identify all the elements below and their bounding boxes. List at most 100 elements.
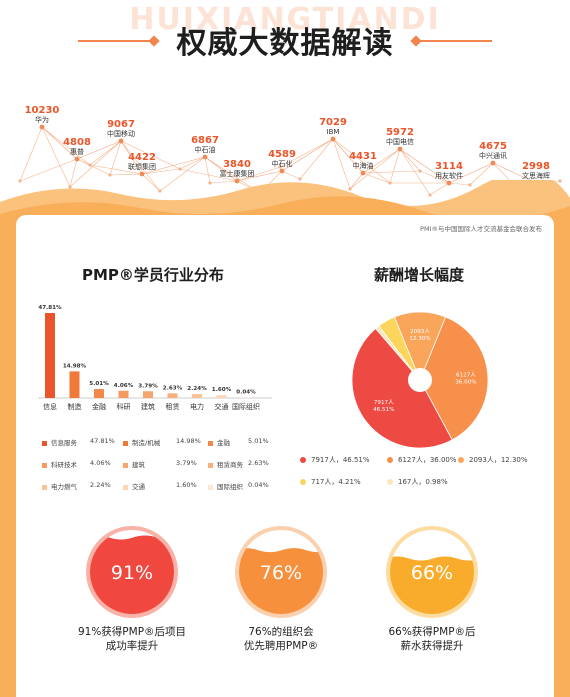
- legend-swatch: [42, 440, 47, 446]
- legend-name: 建筑: [132, 461, 145, 469]
- bar-category-label: 国际组织: [232, 402, 260, 411]
- company-item: 4675 中兴通讯: [479, 141, 507, 161]
- bar-3: [118, 390, 129, 398]
- company-count: 7029: [319, 117, 347, 128]
- bar-1: [69, 371, 80, 398]
- pie-slice-1: [419, 316, 489, 441]
- legend-pct: 3.79%: [176, 459, 197, 467]
- bar-category-label: 金融: [92, 402, 106, 411]
- gauge-value: 66%: [411, 562, 453, 584]
- industry-legend-item: 电力燃气: [42, 481, 77, 491]
- bar-2: [94, 389, 104, 398]
- legend-dot: [458, 457, 464, 463]
- legend-label: 7917人，46.51%: [311, 456, 370, 464]
- company-count: 3840: [223, 159, 251, 170]
- pie-slice-3: [378, 316, 421, 381]
- legend-pct: 14.98%: [176, 437, 201, 445]
- bar-value-label: 47.81%: [38, 305, 62, 311]
- legend-dot: [387, 479, 393, 485]
- company-count: 9067: [107, 119, 135, 130]
- bar-value-label: 1.60%: [212, 387, 232, 393]
- bar-7: [216, 395, 227, 398]
- company-count: 3114: [435, 161, 463, 172]
- company-name: 华为: [34, 116, 49, 124]
- legend-name: 国际组织: [217, 483, 243, 491]
- bar-4: [143, 391, 153, 398]
- legend-name: 金融: [217, 439, 230, 447]
- page-title: 权威大数据解读: [176, 26, 394, 61]
- gauge-fill: [239, 548, 323, 614]
- industry-legend-item: 交通: [123, 481, 145, 491]
- legend-name: 电力燃气: [51, 483, 77, 491]
- legend-name: 交通: [132, 483, 145, 491]
- bar-category-label: 建筑: [141, 402, 155, 411]
- company-count: 2998: [522, 161, 550, 172]
- gauge-caption: 66%获得PMP®后 薪水获得提升: [357, 625, 507, 653]
- industry-chart-title: PMP®学员行业分布: [82, 266, 224, 284]
- company-count: 10230: [24, 105, 60, 116]
- legend-swatch: [123, 440, 128, 446]
- source-note: PMI®与中国国际人才交流基金会联合发布: [420, 225, 542, 233]
- bar-value-label: 0.04%: [236, 389, 256, 395]
- legend-pct: 1.60%: [176, 481, 197, 489]
- company-item: 6867 中石油: [191, 135, 219, 155]
- legend-swatch: [208, 484, 213, 490]
- industry-legend-item: 科研技术: [42, 459, 77, 469]
- pie-inner-count: 6127人: [456, 372, 476, 379]
- pie-inner-count: 2093人: [410, 328, 430, 335]
- legend-dot: [387, 457, 393, 463]
- company-count: 6867: [191, 135, 219, 146]
- pie-inner-pct: 12.30%: [409, 336, 430, 342]
- gauge-caption-line1: 66%获得PMP®后: [388, 626, 476, 638]
- pie-inner-pct: 36.00%: [455, 380, 476, 386]
- bar-5: [167, 393, 178, 398]
- company-name: 中石化: [271, 160, 293, 168]
- pie-inner-count: 7917人: [374, 399, 394, 406]
- gauge-caption-line2: 薪水获得提升: [400, 640, 464, 652]
- industry-legend-item: 建筑: [123, 459, 145, 469]
- gauge-value: 76%: [260, 562, 302, 584]
- legend-swatch: [123, 462, 128, 468]
- salary-legend-item: 7917人，46.51%: [300, 455, 370, 465]
- company-item: 5972 中国电信: [386, 127, 414, 147]
- company-name: 中兴通讯: [479, 152, 507, 160]
- company-count: 4431: [349, 151, 377, 162]
- legend-name: 租赁商务: [217, 461, 243, 469]
- legend-dot: [300, 479, 306, 485]
- gauge-circle: 76%: [235, 526, 327, 618]
- company-item: 3114 用友软件: [435, 161, 463, 181]
- bar-0: [45, 313, 55, 398]
- company-count: 5972: [386, 127, 414, 138]
- bar-6: [192, 394, 202, 398]
- legend-pct: 0.04%: [248, 481, 269, 489]
- legend-pct: 47.81%: [90, 437, 115, 445]
- bar-category-label: 租赁: [166, 402, 180, 411]
- legend-label: 167人，0.98%: [398, 478, 448, 486]
- title-left-line: [78, 40, 158, 42]
- company-name: 中海油: [352, 162, 374, 170]
- gauge-caption-line1: 76%的组织会: [248, 626, 314, 638]
- industry-legend-item: 信息服务: [42, 437, 77, 447]
- bar-value-label: 2.63%: [163, 385, 183, 391]
- company-network: [18, 124, 562, 197]
- legend-dot: [300, 457, 306, 463]
- legend-pct: 5.01%: [248, 437, 269, 445]
- company-name: 用友软件: [435, 172, 463, 180]
- company-name: 惠普: [70, 148, 84, 156]
- company-item: 10230 华为: [25, 105, 60, 125]
- company-name: 中国电信: [386, 138, 414, 146]
- legend-swatch: [123, 484, 128, 490]
- bar-category-label: 电力: [190, 402, 204, 411]
- company-item: 4589 中石化: [268, 149, 296, 169]
- company-count: 4589: [268, 149, 296, 160]
- header-watermark: HUIXIANGTIANDI: [129, 2, 441, 37]
- company-item: 4422 联想集团: [128, 152, 156, 172]
- company-count: 4808: [63, 137, 91, 148]
- legend-pct: 4.06%: [90, 459, 111, 467]
- industry-legend-item: 国际组织: [208, 481, 243, 491]
- salary-legend-item: 167人，0.98%: [387, 477, 448, 487]
- salary-legend-item: 717人，4.21%: [300, 477, 361, 487]
- gauge-fill: [90, 535, 174, 614]
- gauge-caption: 91%获得PMP®后项目 成功率提升: [57, 625, 207, 653]
